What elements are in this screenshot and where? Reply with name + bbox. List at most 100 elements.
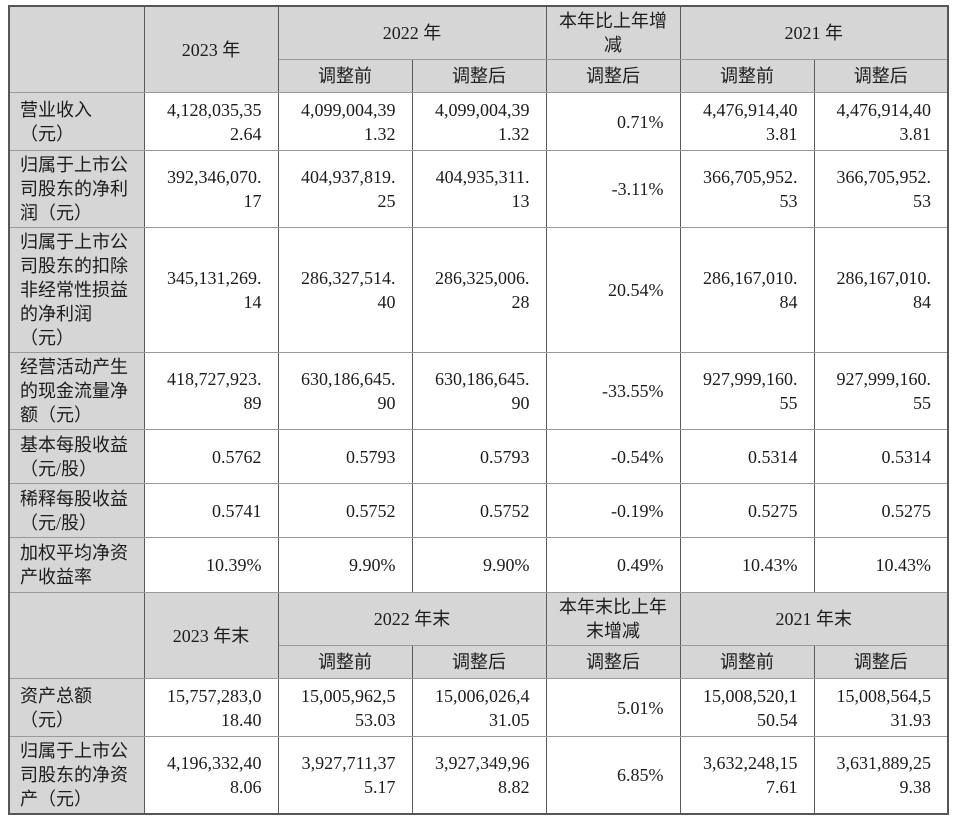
value-cell: 4,128,035,352.64 <box>143 92 279 151</box>
value-cell: 286,327,514.40 <box>277 227 413 353</box>
row-label: 营业收入（元） <box>8 92 145 151</box>
change-value-cell: 0.71% <box>545 92 681 151</box>
change-value-cell: 6.85% <box>545 736 681 815</box>
value-cell: 418,727,923.89 <box>143 352 279 430</box>
subheader-cell-adjust-after: 调整后 <box>411 59 547 93</box>
subheader-cell-adjust-after: 调整后 <box>545 59 681 93</box>
header-cell-prev2-year-group: 2021 年 <box>679 5 949 60</box>
change-value-cell: -3.11% <box>545 150 681 228</box>
header-cell-current-yearend: 2023 年末 <box>143 592 279 679</box>
change-value-cell: 5.01% <box>545 678 681 737</box>
section-2-header: 2023 年末 2022 年末 本年末比上年末增减 2021 年末 调整前 调整… <box>8 592 949 679</box>
value-cell: 15,008,564,531.93 <box>813 678 949 737</box>
row-label: 归属于上市公司股东的净资产（元） <box>8 736 145 815</box>
value-cell: 3,927,349,968.82 <box>411 736 547 815</box>
value-cell: 10.43% <box>813 537 949 593</box>
subheader-row: 调整前 调整后 调整后 调整前 调整后 <box>9 645 949 679</box>
value-cell: 3,631,889,259.38 <box>813 736 949 815</box>
table-row: 经营活动产生的现金流量净额（元） 418,727,923.89 630,186,64… <box>8 352 949 430</box>
header-cell-change: 本年比上年增减 <box>545 5 681 60</box>
value-cell: 286,325,006.28 <box>411 227 547 353</box>
value-cell: 286,167,010.84 <box>813 227 949 353</box>
value-cell: 927,999,160.55 <box>679 352 815 430</box>
row-label: 归属于上市公司股东的扣除非经常性损益的净利润（元） <box>8 227 145 353</box>
header-cell-current-year: 2023 年 <box>143 5 279 93</box>
header-cell-blank <box>8 592 145 679</box>
value-cell: 404,937,819.25 <box>277 150 413 228</box>
value-cell: 4,476,914,403.81 <box>679 92 815 151</box>
subheader-cell-adjust-after: 调整后 <box>813 645 949 679</box>
row-label: 归属于上市公司股东的净利润（元） <box>8 150 145 228</box>
value-cell: 345,131,269.14 <box>143 227 279 353</box>
value-cell: 10.39% <box>143 537 279 593</box>
subheader-row: 调整前 调整后 调整后 调整前 调整后 <box>9 59 949 93</box>
change-value-cell: 0.49% <box>545 537 681 593</box>
table-row: 营业收入（元） 4,128,035,352.64 4,099,004,391.32 4… <box>8 92 949 151</box>
value-cell: 9.90% <box>411 537 547 593</box>
value-cell: 0.5762 <box>143 429 279 484</box>
value-cell: 0.5752 <box>411 483 547 538</box>
value-cell: 0.5741 <box>143 483 279 538</box>
value-cell: 404,935,311.13 <box>411 150 547 228</box>
value-cell: 0.5314 <box>679 429 815 484</box>
value-cell: 286,167,010.84 <box>679 227 815 353</box>
value-cell: 0.5314 <box>813 429 949 484</box>
header-cell-change: 本年末比上年末增减 <box>545 592 681 646</box>
value-cell: 927,999,160.55 <box>813 352 949 430</box>
value-cell: 3,927,711,375.17 <box>277 736 413 815</box>
value-cell: 0.5275 <box>813 483 949 538</box>
value-cell: 630,186,645.90 <box>411 352 547 430</box>
value-cell: 15,757,283,018.40 <box>143 678 279 737</box>
table-row: 资产总额（元） 15,757,283,018.40 15,005,962,553.0… <box>8 678 949 737</box>
change-value-cell: -0.19% <box>545 483 681 538</box>
value-cell: 4,099,004,391.32 <box>277 92 413 151</box>
section-2-rows: 资产总额（元） 15,757,283,018.40 15,005,962,553.0… <box>8 678 949 815</box>
value-cell: 0.5793 <box>277 429 413 484</box>
value-cell: 4,196,332,408.06 <box>143 736 279 815</box>
table-row: 归属于上市公司股东的扣除非经常性损益的净利润（元） 345,131,269.14 2… <box>8 227 949 353</box>
table-row: 归属于上市公司股东的净资产（元） 4,196,332,408.06 3,927,71… <box>8 736 949 815</box>
subheader-cell-adjust-after: 调整后 <box>411 645 547 679</box>
value-cell: 392,346,070.17 <box>143 150 279 228</box>
value-cell: 366,705,952.53 <box>679 150 815 228</box>
header-cell-blank <box>8 5 145 93</box>
value-cell: 4,476,914,403.81 <box>813 92 949 151</box>
value-cell: 366,705,952.53 <box>813 150 949 228</box>
value-cell: 15,005,962,553.03 <box>277 678 413 737</box>
change-value-cell: -33.55% <box>545 352 681 430</box>
row-label: 经营活动产生的现金流量净额（元） <box>8 352 145 430</box>
financial-summary-table: 2023 年 2022 年 本年比上年增减 2021 年 调整前 调整后 调整后… <box>8 5 949 815</box>
change-value-cell: 20.54% <box>545 227 681 353</box>
value-cell: 15,008,520,150.54 <box>679 678 815 737</box>
value-cell: 0.5752 <box>277 483 413 538</box>
header-cell-prev2-yearend-group: 2021 年末 <box>679 592 949 646</box>
subheader-cell-adjust-after: 调整后 <box>813 59 949 93</box>
subheader-cell-adjust-before: 调整前 <box>679 645 815 679</box>
subheader-cell-adjust-after: 调整后 <box>545 645 681 679</box>
subheader-cell-adjust-before: 调整前 <box>679 59 815 93</box>
value-cell: 10.43% <box>679 537 815 593</box>
header-cell-prev-yearend-group: 2022 年末 <box>277 592 547 646</box>
table-row: 稀释每股收益（元/股） 0.5741 0.5752 0.5752 -0.19% 0.527… <box>8 483 949 538</box>
value-cell: 630,186,645.90 <box>277 352 413 430</box>
change-value-cell: -0.54% <box>545 429 681 484</box>
row-label: 基本每股收益（元/股） <box>8 429 145 484</box>
row-label: 资产总额（元） <box>8 678 145 737</box>
table-row: 归属于上市公司股东的净利润（元） 392,346,070.17 404,937,81… <box>8 150 949 228</box>
value-cell: 15,006,026,431.05 <box>411 678 547 737</box>
subheader-cell-adjust-before: 调整前 <box>277 645 413 679</box>
header-cell-prev-year-group: 2022 年 <box>277 5 547 60</box>
table-row: 加权平均净资产收益率 10.39% 9.90% 9.90% 0.49% 10.43% 10.… <box>8 537 949 593</box>
value-cell: 0.5793 <box>411 429 547 484</box>
table-row: 基本每股收益（元/股） 0.5762 0.5793 0.5793 -0.54% 0.531… <box>8 429 949 484</box>
value-cell: 3,632,248,157.61 <box>679 736 815 815</box>
section-1-rows: 营业收入（元） 4,128,035,352.64 4,099,004,391.32 4… <box>8 92 949 593</box>
value-cell: 9.90% <box>277 537 413 593</box>
header-row: 2023 年 2022 年 本年比上年增减 2021 年 <box>8 5 949 93</box>
value-cell: 4,099,004,391.32 <box>411 92 547 151</box>
section-1-header: 2023 年 2022 年 本年比上年增减 2021 年 调整前 调整后 调整后… <box>8 5 949 93</box>
value-cell: 0.5275 <box>679 483 815 538</box>
row-label: 稀释每股收益（元/股） <box>8 483 145 538</box>
row-label: 加权平均净资产收益率 <box>8 537 145 593</box>
